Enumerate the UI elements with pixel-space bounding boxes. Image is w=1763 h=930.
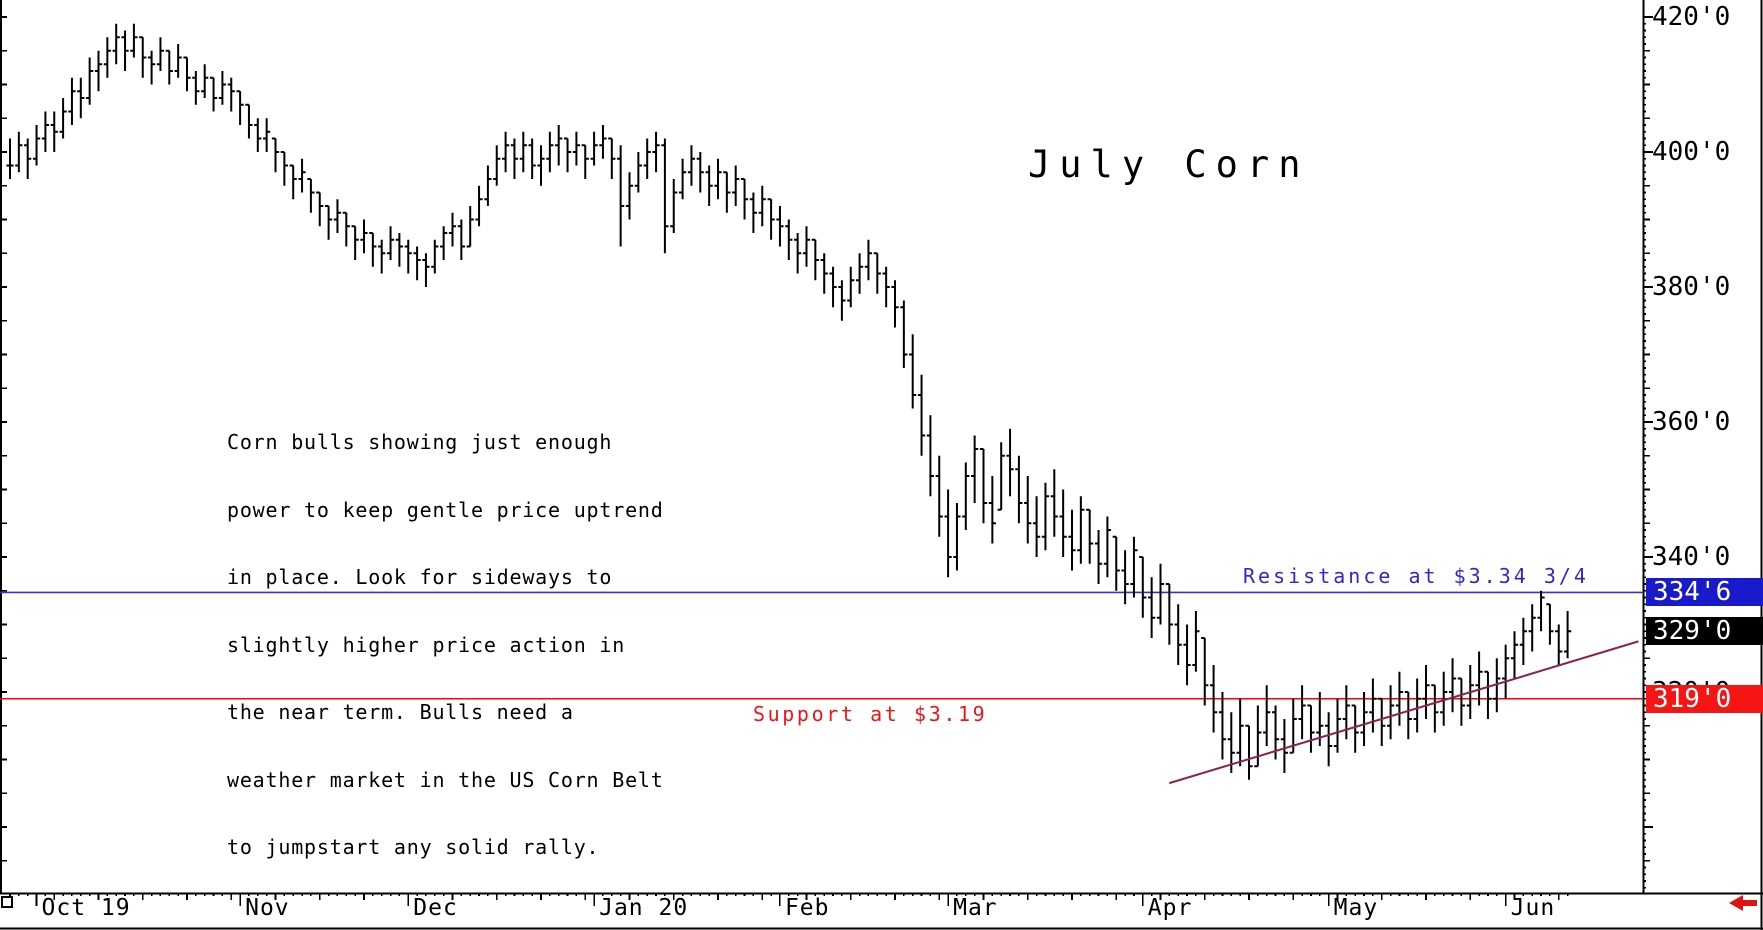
annotation-line: weather market in the US Corn Belt	[227, 767, 664, 792]
x-axis-label-mar: Mar	[953, 895, 998, 921]
x-axis-label-feb: Feb	[784, 895, 830, 921]
corner-resize-box[interactable]	[1, 896, 13, 908]
annotation-line: the near term. Bulls need a	[227, 700, 574, 724]
y-axis-label: 380'0	[1652, 272, 1731, 302]
annotation-line: in place. Look for sideways to	[227, 565, 613, 589]
support-price-box: 319'0	[1646, 684, 1763, 713]
annotation-line: power to keep gentle price uptrend	[227, 497, 664, 522]
analyst-annotation: Corn bulls showing just enough power to …	[227, 386, 664, 904]
scroll-left-arrow-icon[interactable]	[1729, 895, 1757, 911]
x-axis-label-apr: Apr	[1147, 895, 1193, 921]
y-axis-label: 400'0	[1652, 137, 1731, 167]
ohlc-bars	[6, 23, 1572, 780]
y-axis-ticks	[1643, 16, 1653, 889]
x-axis-label-may: May	[1333, 895, 1379, 921]
uptrend-trendline	[1169, 640, 1639, 785]
resistance-label: Resistance at $3.34 3/4	[1243, 564, 1589, 588]
x-axis-label-jan-20: Jan 20	[599, 895, 689, 921]
annotation-line: Corn bulls showing just enough	[227, 430, 613, 454]
resistance-price-box: 334'6	[1646, 578, 1763, 607]
last-price-box: 329'0	[1646, 617, 1763, 646]
x-axis-label-dec: Dec	[413, 895, 458, 921]
left-edge-ticks	[0, 16, 7, 862]
x-axis-label-oct-19: Oct 19	[41, 895, 131, 921]
chart-title: July Corn	[1028, 143, 1310, 186]
y-axis-label: 340'0	[1652, 542, 1731, 572]
y-axis-label: 360'0	[1652, 407, 1731, 437]
x-axis-label-nov: Nov	[245, 895, 290, 921]
annotation-line: to jumpstart any solid rally.	[227, 835, 600, 859]
annotation-line: slightly higher price action in	[227, 632, 626, 657]
y-axis-label: 420'0	[1652, 2, 1731, 32]
x-axis-label-jun: Jun	[1510, 895, 1556, 921]
support-label: Support at $3.19	[753, 702, 988, 726]
